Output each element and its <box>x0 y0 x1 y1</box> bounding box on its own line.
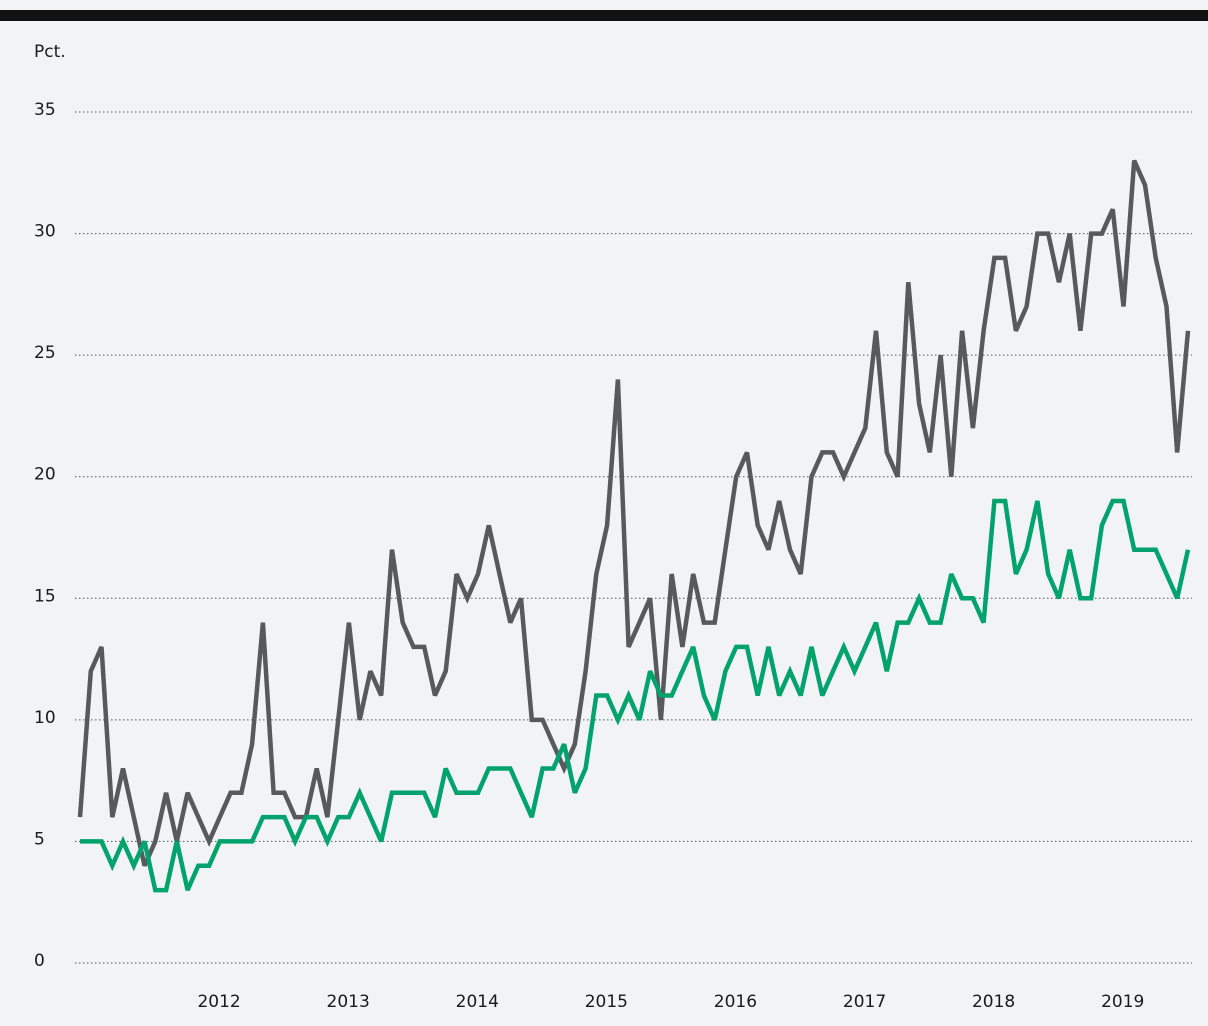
y-tick-label: 5 <box>34 829 45 849</box>
x-tick-label: 2019 <box>1101 992 1144 1012</box>
y-axis-label: Pct. <box>34 42 66 62</box>
x-tick-label: 2018 <box>972 992 1015 1012</box>
y-tick-label: 15 <box>34 586 56 606</box>
series-line <box>77 159 1191 867</box>
x-tick-label: 2014 <box>456 992 499 1012</box>
x-tick-label: 2012 <box>197 992 240 1012</box>
y-tick-label: 25 <box>34 343 56 363</box>
series-line <box>80 498 1191 893</box>
y-tick-label: 30 <box>34 222 56 242</box>
x-tick-label: 2013 <box>327 992 370 1012</box>
x-tick-label: 2017 <box>843 992 886 1012</box>
y-tick-label: 0 <box>34 951 45 971</box>
y-tick-label: 10 <box>34 708 56 728</box>
y-tick-label: 20 <box>34 465 56 485</box>
y-tick-label: 35 <box>34 100 56 120</box>
top-bar <box>0 10 1208 21</box>
x-tick-label: 2015 <box>585 992 628 1012</box>
x-tick-label: 2016 <box>714 992 757 1012</box>
